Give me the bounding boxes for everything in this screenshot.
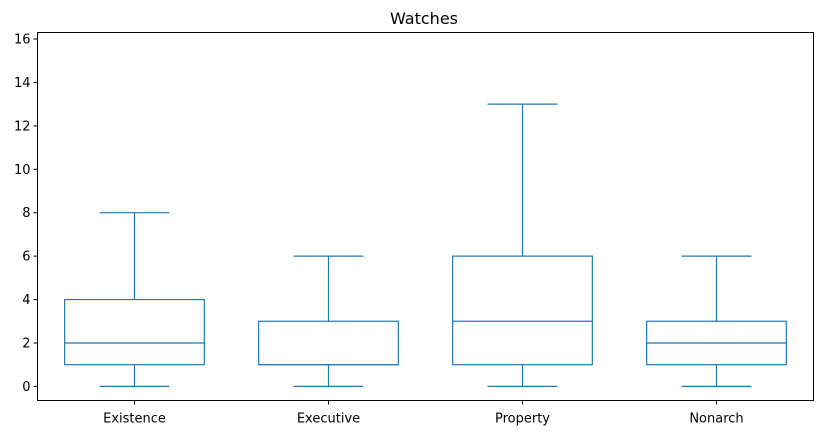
y-tick-label: 14	[14, 76, 31, 91]
y-tick-label: 0	[22, 380, 30, 395]
y-tick-label: 6	[22, 250, 30, 265]
box-existence	[64, 212, 205, 387]
plot-area	[37, 32, 814, 401]
chart-title: Watches	[390, 9, 458, 28]
y-tick-label: 4	[22, 293, 30, 308]
y-tick-label: 8	[22, 206, 30, 221]
box-property	[452, 103, 593, 387]
y-tick-label: 2	[22, 336, 30, 351]
x-axis: Existence Executive Property Nonarch	[103, 400, 744, 427]
iqr-box	[64, 298, 205, 366]
x-tick-label: Executive	[297, 412, 360, 427]
boxes	[64, 103, 787, 387]
y-tick-label: 10	[14, 163, 31, 178]
x-tick-label: Existence	[103, 412, 166, 427]
iqr-box	[258, 320, 399, 366]
y-tick-label: 12	[14, 119, 31, 134]
iqr-box	[452, 255, 593, 366]
box-nonarch	[646, 255, 787, 387]
y-axis: 0 2 4 6 8 10 12 14 16	[14, 33, 38, 395]
x-tick-label: Nonarch	[689, 412, 743, 427]
y-tick-label: 16	[14, 33, 31, 48]
box-executive	[258, 255, 399, 387]
x-tick-label: Property	[495, 412, 550, 427]
